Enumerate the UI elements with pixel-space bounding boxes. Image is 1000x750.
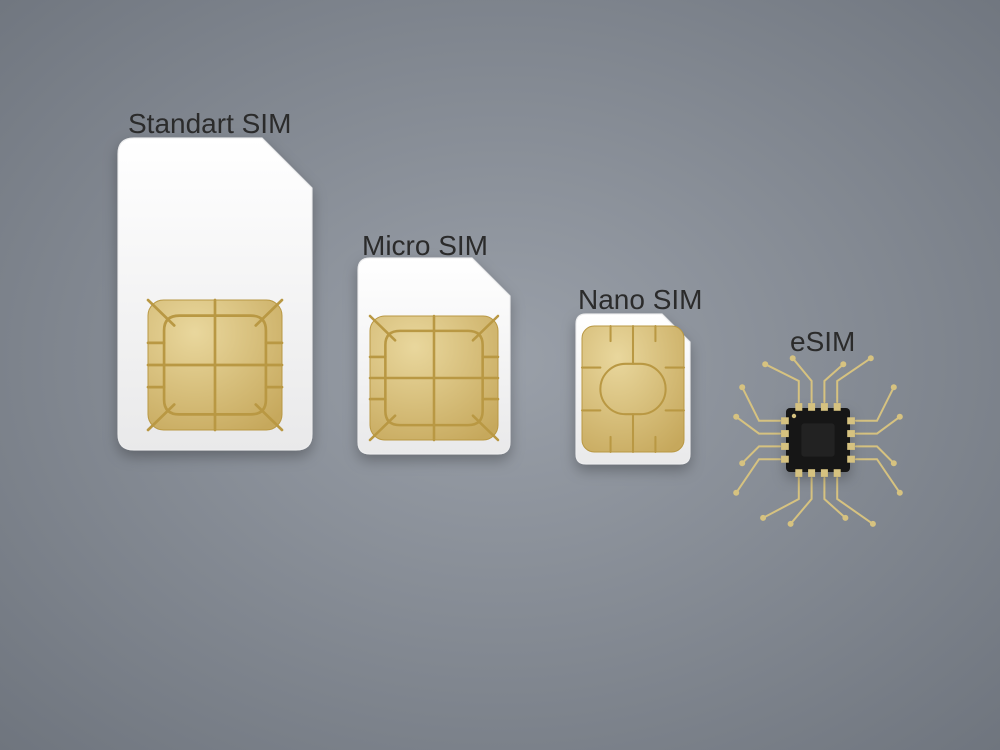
label-nano-sim: Nano SIM xyxy=(578,284,703,316)
sim-card-micro xyxy=(358,258,510,454)
label-esim: eSIM xyxy=(790,326,855,358)
sim-card-nano xyxy=(576,314,690,464)
sim-card-standard xyxy=(118,138,312,450)
label-micro-sim: Micro SIM xyxy=(362,230,488,262)
label-standard-sim: Standart SIM xyxy=(128,108,291,140)
sim-comparison-diagram: Standart SIM Micro SIM Nano SIM eSIM xyxy=(0,0,1000,750)
